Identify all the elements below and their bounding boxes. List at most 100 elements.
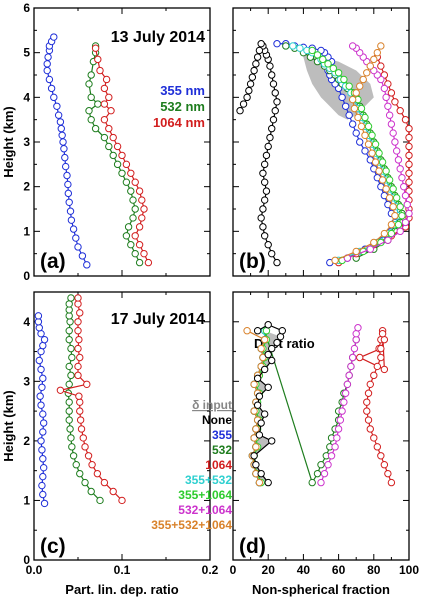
data-point — [268, 344, 276, 353]
data-point — [380, 365, 389, 374]
data-point — [37, 365, 45, 374]
data-point — [243, 93, 251, 102]
legend-a-355: 355 nm — [160, 83, 205, 98]
legend-d-item: 355+532+1064 — [151, 518, 232, 532]
data-point — [135, 223, 144, 231]
data-point — [122, 178, 131, 186]
data-point — [76, 398, 84, 406]
data-point — [109, 133, 117, 142]
data-point — [333, 434, 341, 442]
data-point — [66, 318, 74, 326]
data-point — [252, 425, 260, 433]
data-point — [282, 42, 290, 50]
data-point — [250, 407, 258, 415]
data-point — [401, 115, 410, 124]
data-point — [255, 478, 264, 487]
data-point — [320, 469, 329, 478]
data-point — [405, 160, 413, 169]
data-point — [338, 407, 346, 415]
data-point — [345, 111, 353, 119]
x-axis-label-c: Part. lin. dep. ratio — [65, 582, 178, 597]
data-point — [268, 124, 276, 133]
data-point — [140, 249, 148, 258]
data-point — [39, 428, 47, 436]
data-point — [266, 62, 274, 70]
data-point — [61, 153, 69, 162]
data-point — [118, 151, 126, 160]
data-point — [65, 362, 73, 371]
data-point — [266, 133, 274, 142]
data-point — [403, 200, 411, 209]
data-point — [373, 48, 382, 57]
y-tick-label: 1 — [23, 493, 30, 507]
data-point — [338, 93, 346, 102]
data-point — [377, 353, 385, 362]
data-point — [40, 335, 49, 344]
data-point — [361, 147, 369, 155]
data-point — [264, 142, 272, 151]
data-point — [53, 102, 61, 110]
legend-d-item: 355+1064 — [178, 488, 232, 502]
panel-a-title: 13 July 2014 — [111, 29, 205, 46]
y-tick-label: 3 — [23, 135, 30, 149]
data-point — [361, 113, 369, 122]
data-point — [260, 232, 269, 240]
data-point — [122, 232, 131, 240]
series-355-nm — [43, 33, 91, 269]
data-point — [401, 191, 410, 200]
panel-d-label: (d) — [239, 535, 266, 558]
data-point — [38, 383, 46, 391]
data-point — [257, 344, 265, 353]
data-point — [100, 478, 109, 487]
y-tick-label: 4 — [23, 90, 30, 104]
data-point — [380, 84, 389, 93]
data-point — [296, 44, 304, 52]
data-point — [264, 478, 272, 487]
data-point — [74, 344, 82, 353]
data-point — [47, 84, 56, 93]
data-point — [38, 481, 46, 490]
data-point — [405, 142, 413, 151]
data-point — [105, 124, 113, 133]
data-point — [113, 160, 122, 169]
data-point — [91, 124, 100, 133]
data-point — [356, 82, 364, 90]
data-point — [81, 478, 89, 487]
data-point — [88, 461, 96, 469]
data-point — [78, 252, 87, 260]
data-point — [345, 82, 353, 90]
data-point — [273, 98, 281, 106]
data-point — [96, 496, 104, 505]
data-point — [273, 258, 281, 267]
data-point — [405, 124, 413, 133]
data-point — [85, 80, 93, 88]
data-point — [400, 182, 408, 191]
data-point — [273, 40, 281, 48]
data-point — [385, 194, 394, 202]
data-point — [387, 89, 396, 97]
data-point — [74, 371, 82, 380]
data-point — [380, 461, 389, 469]
data-point — [39, 455, 47, 463]
legend-a-532: 532 nm — [160, 99, 205, 114]
data-point — [127, 241, 135, 249]
data-point — [396, 227, 404, 236]
data-point — [43, 66, 51, 75]
data-point — [392, 147, 401, 155]
data-point — [392, 194, 401, 202]
data-point — [352, 247, 360, 256]
data-point — [264, 321, 272, 329]
x-tick-label: 0.0 — [26, 563, 43, 577]
data-point — [394, 156, 403, 164]
data-point — [370, 434, 378, 442]
data-point — [370, 371, 378, 380]
data-point — [65, 335, 73, 344]
data-point — [74, 294, 82, 302]
data-point — [366, 245, 374, 253]
data-point — [129, 214, 137, 222]
data-point — [252, 443, 260, 451]
data-point — [84, 452, 93, 460]
data-point — [100, 100, 109, 108]
data-point — [262, 187, 271, 195]
